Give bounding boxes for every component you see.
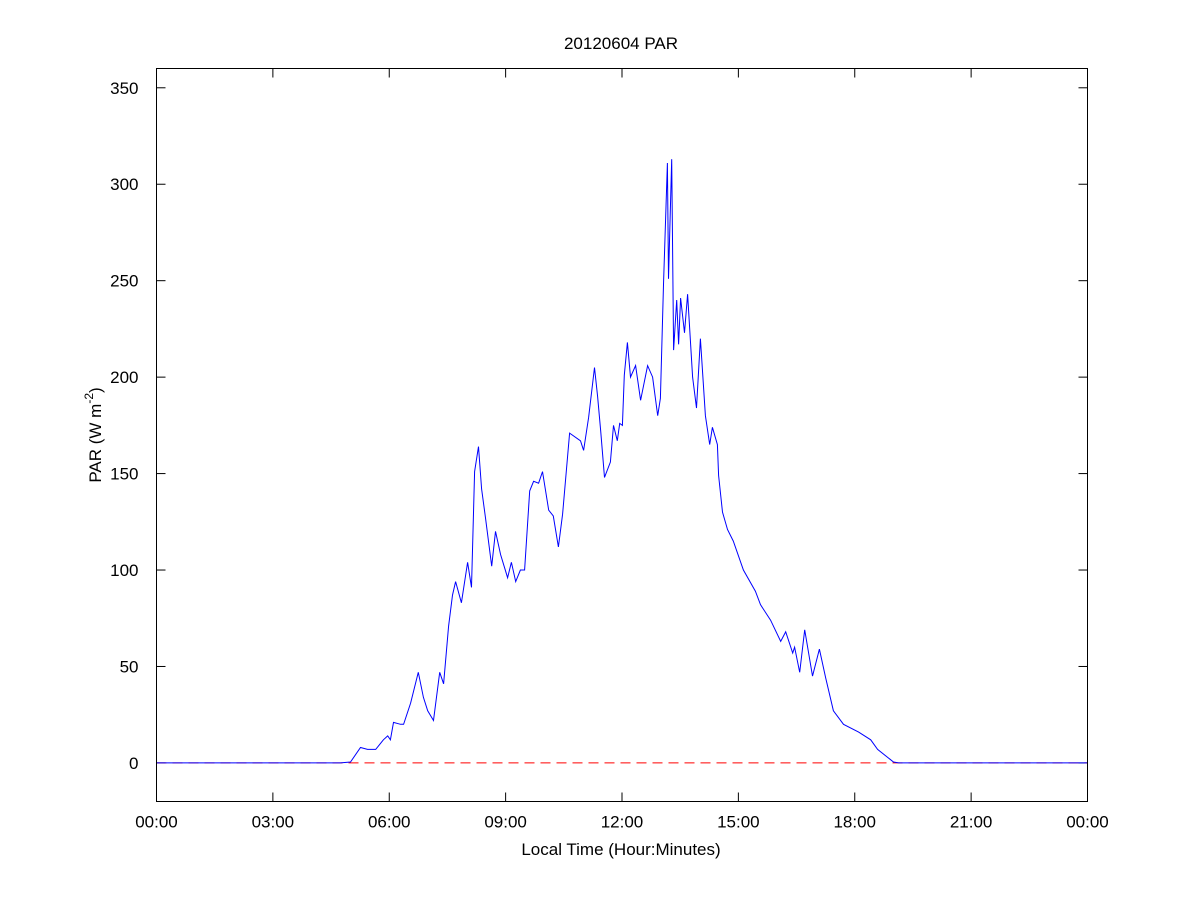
y-tick-label: 150	[110, 465, 138, 484]
x-tick-label: 00:00	[1066, 813, 1109, 832]
y-tick-label: 300	[110, 175, 138, 194]
par-series-line	[156, 159, 1088, 764]
y-tick-label: 100	[110, 561, 138, 580]
x-tick-label: 21:00	[950, 813, 993, 832]
y-tick-label: 200	[110, 368, 138, 387]
y-tick-label: 250	[110, 272, 138, 291]
x-tick-label: 03:00	[252, 813, 295, 832]
x-tick-label: 18:00	[833, 813, 876, 832]
plot-area-frame	[156, 68, 1088, 802]
x-tick-label: 09:00	[484, 813, 527, 832]
x-tick-label: 06:00	[368, 813, 411, 832]
chart-title: 20120604 PAR	[564, 34, 678, 53]
y-tick-label: 0	[129, 754, 138, 773]
y-tick-label: 50	[120, 657, 139, 676]
x-tick-label: 12:00	[601, 813, 644, 832]
x-axis-label: Local Time (Hour:Minutes)	[521, 840, 720, 859]
y-axis-label: PAR (W m-2)	[82, 387, 105, 482]
x-tick-label: 00:00	[135, 813, 178, 832]
y-tick-label: 350	[110, 79, 138, 98]
x-tick-label: 15:00	[717, 813, 760, 832]
